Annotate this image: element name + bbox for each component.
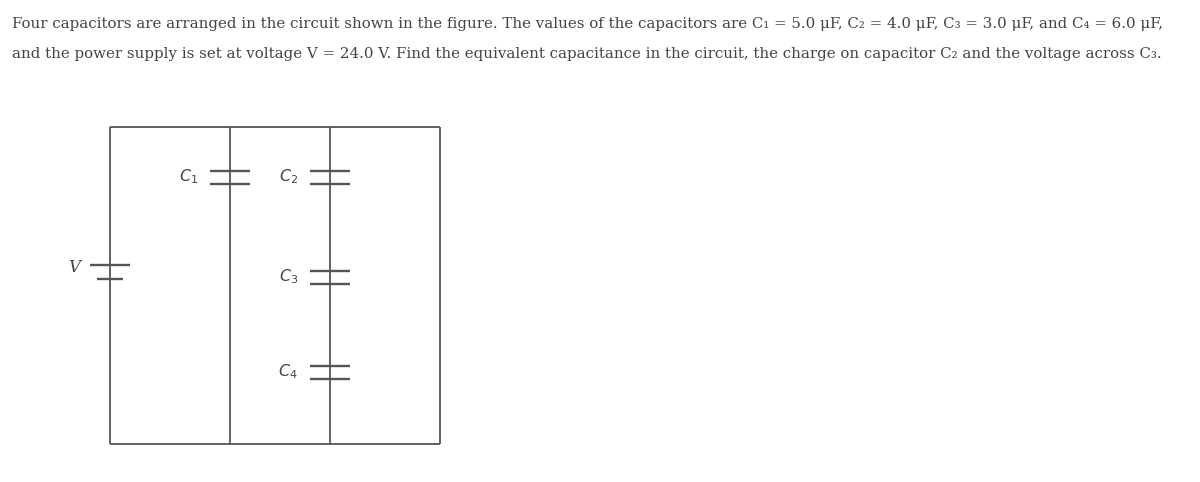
Text: and the power supply is set at voltage V = 24.0 V. Find the equivalent capacitan: and the power supply is set at voltage V… bbox=[12, 47, 1162, 61]
Text: $\mathit{C}_{\mathit{4}}$: $\mathit{C}_{\mathit{4}}$ bbox=[278, 362, 298, 381]
Text: $\mathit{C}_{\mathit{2}}$: $\mathit{C}_{\mathit{2}}$ bbox=[278, 168, 298, 187]
Text: $\mathit{C}_{\mathit{1}}$: $\mathit{C}_{\mathit{1}}$ bbox=[179, 168, 198, 187]
Text: $\mathit{C}_{\mathit{3}}$: $\mathit{C}_{\mathit{3}}$ bbox=[278, 268, 298, 286]
Text: Four capacitors are arranged in the circuit shown in the figure. The values of t: Four capacitors are arranged in the circ… bbox=[12, 17, 1163, 31]
Text: V: V bbox=[68, 258, 80, 276]
